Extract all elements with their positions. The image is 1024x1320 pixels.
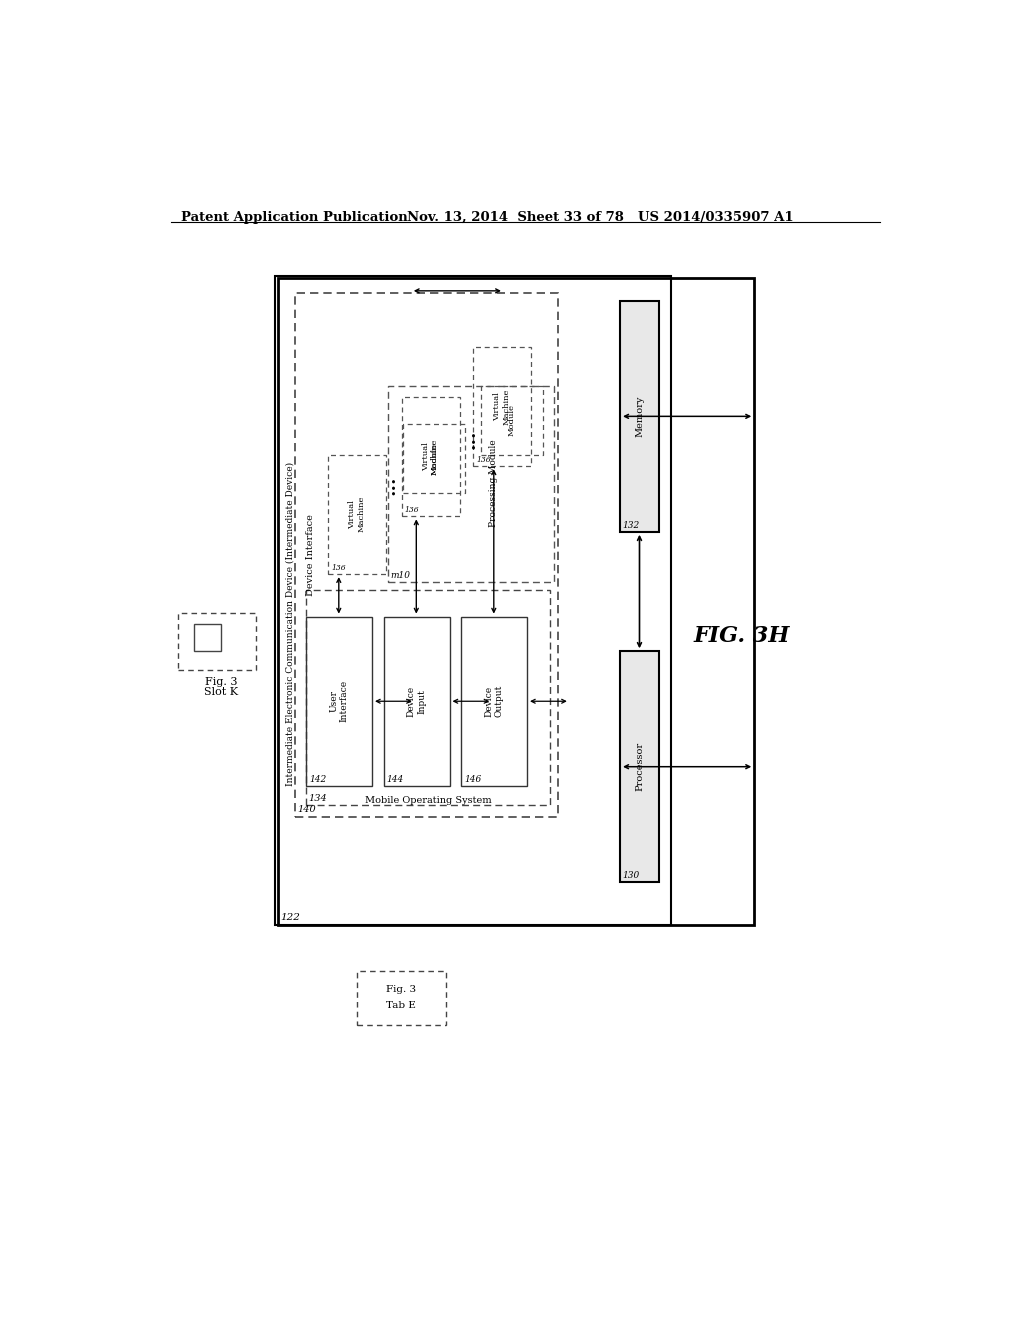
Text: FIG. 3H: FIG. 3H	[693, 624, 791, 647]
Text: US 2014/0335907 A1: US 2014/0335907 A1	[638, 211, 794, 224]
Bar	[278, 277, 755, 924]
Text: Patent Application Publication: Patent Application Publication	[180, 211, 408, 224]
Text: 136: 136	[476, 457, 490, 465]
Text: 132: 132	[623, 520, 640, 529]
Text: 122: 122	[280, 913, 300, 923]
Text: 136: 136	[331, 564, 346, 572]
Bar	[621, 301, 658, 532]
Bar	[328, 455, 386, 574]
Bar	[275, 276, 671, 925]
Bar	[194, 624, 221, 651]
Text: 146: 146	[464, 775, 481, 784]
Text: Device Interface: Device Interface	[305, 513, 314, 595]
Bar	[401, 397, 460, 516]
Bar	[403, 424, 465, 494]
Text: 134: 134	[308, 793, 328, 803]
Text: Virtual
Machine: Virtual Machine	[422, 438, 439, 475]
Text: Slot K: Slot K	[204, 688, 238, 697]
Text: 142: 142	[309, 775, 327, 784]
Bar	[306, 590, 550, 805]
Text: 136: 136	[404, 506, 419, 515]
Bar	[356, 970, 445, 1024]
Text: Memory: Memory	[635, 396, 644, 437]
Text: Virtual
Machine: Virtual Machine	[493, 388, 510, 425]
Text: Module: Module	[430, 442, 438, 475]
Text: Intermediate Electronic Communication Device (Intermediate Device): Intermediate Electronic Communication De…	[286, 462, 295, 787]
Text: Fig. 3: Fig. 3	[386, 986, 416, 994]
Text: Device
Input: Device Input	[407, 685, 426, 717]
Text: Module: Module	[508, 404, 516, 436]
Text: 130: 130	[623, 871, 640, 880]
Text: Device
Output: Device Output	[484, 685, 504, 718]
Text: Processor: Processor	[635, 742, 644, 791]
Text: •••: •••	[389, 475, 398, 495]
Text: •••: •••	[468, 430, 478, 449]
Text: 140: 140	[297, 805, 315, 814]
Bar	[461, 616, 527, 785]
Bar	[388, 385, 554, 582]
Bar	[306, 616, 372, 785]
Text: m10: m10	[390, 570, 410, 579]
Text: Mobile Operating System: Mobile Operating System	[365, 796, 492, 805]
Text: Processing Module: Processing Module	[489, 440, 499, 527]
Text: Tab E: Tab E	[386, 1001, 416, 1010]
Text: Nov. 13, 2014  Sheet 33 of 78: Nov. 13, 2014 Sheet 33 of 78	[407, 211, 624, 224]
Bar	[295, 293, 558, 817]
Bar	[178, 612, 256, 671]
Text: Fig. 3: Fig. 3	[205, 677, 238, 686]
Bar	[384, 616, 450, 785]
Text: User
Interface: User Interface	[329, 680, 348, 722]
Text: Virtual
Machine: Virtual Machine	[348, 496, 366, 532]
Text: 144: 144	[387, 775, 404, 784]
Bar	[473, 347, 531, 466]
Bar	[480, 385, 543, 455]
Bar	[621, 651, 658, 882]
